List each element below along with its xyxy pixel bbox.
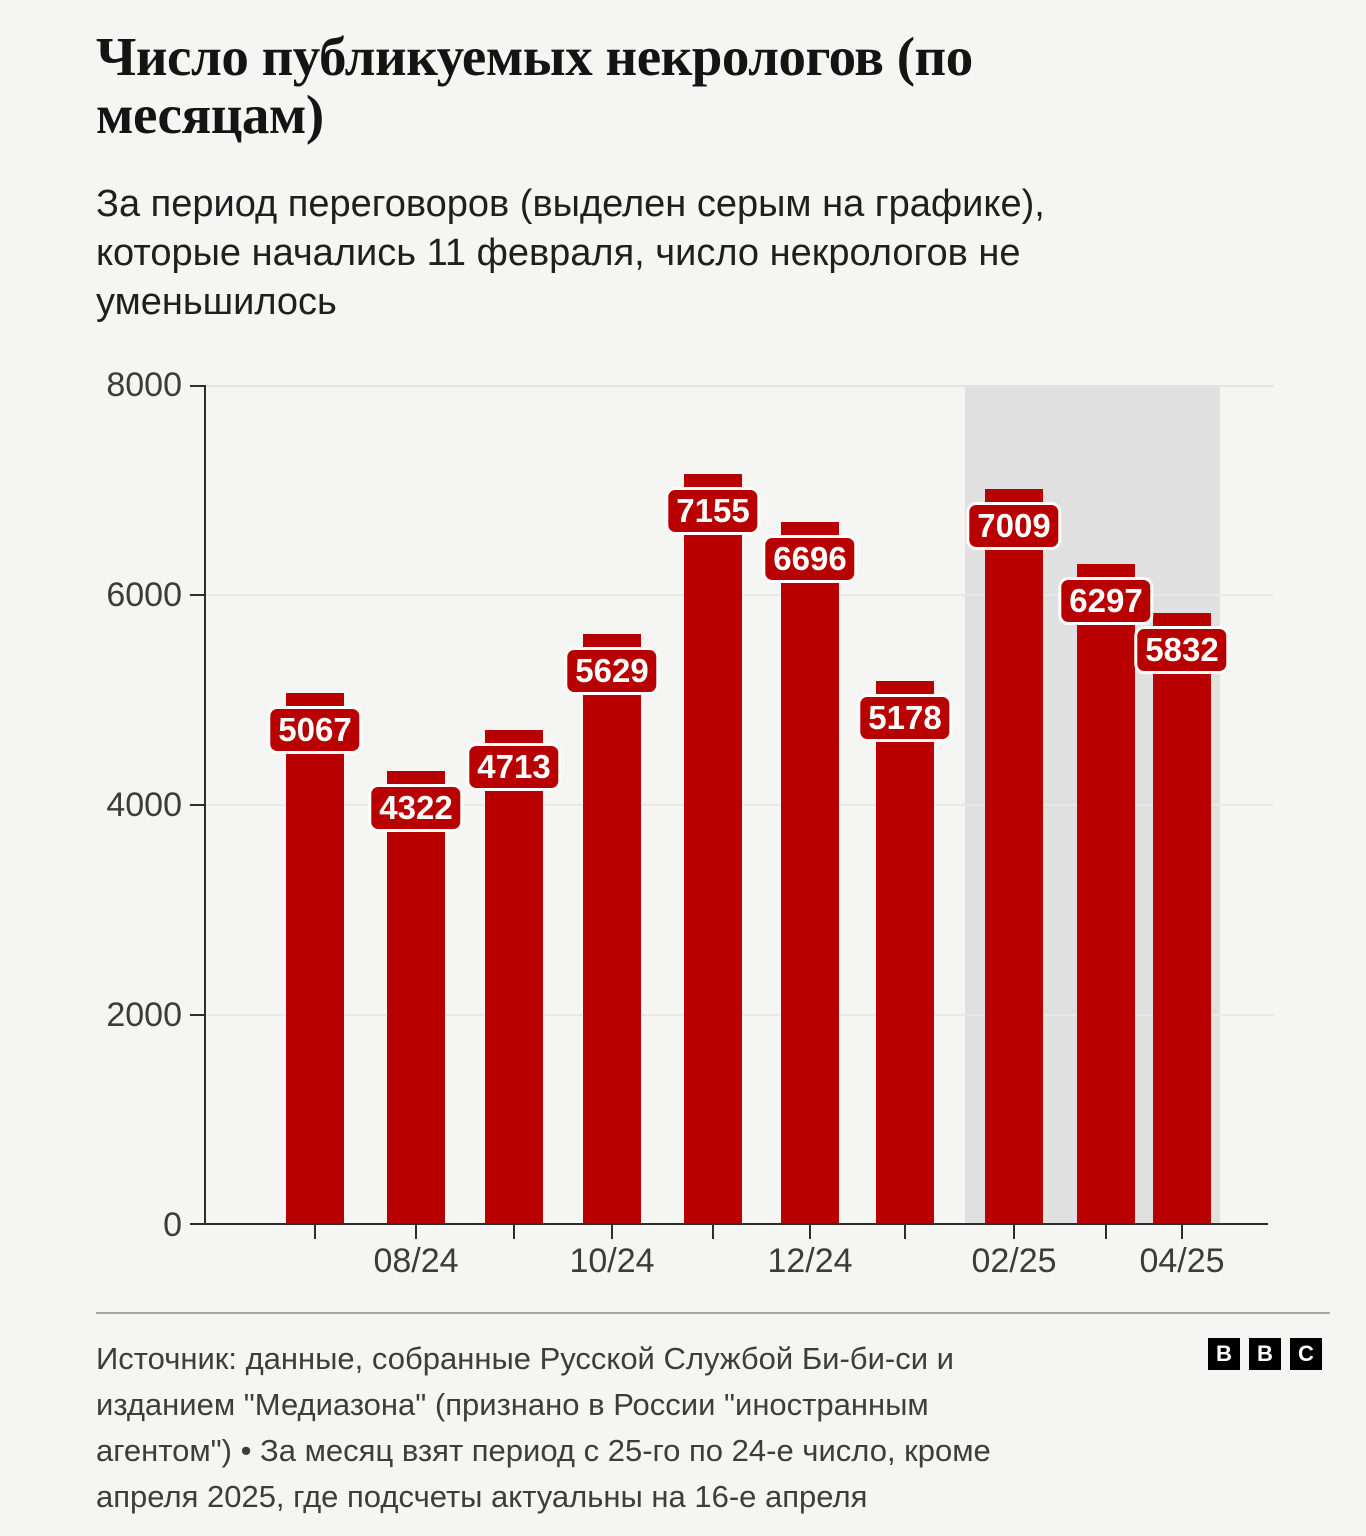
y-axis-line [204,385,206,1225]
source-line-1: Источник: данные, собранные Русской Служ… [96,1341,954,1376]
bar-10/24 [583,633,641,1223]
y-axis-label: 4000 [106,786,182,824]
x-axis-tick [314,1225,316,1239]
bar-value-label: 6696 [762,534,858,583]
bbc-logo-letter: C [1290,1338,1322,1370]
chart-title: Число публикуемых некрологов (по месяцам… [96,28,1286,144]
y-axis-tick [190,1014,204,1016]
bar-09/24 [485,730,543,1223]
x-axis-tick [1181,1225,1183,1239]
x-axis-label-02-25: 02/25 [971,1242,1057,1280]
x-axis-tick [712,1225,714,1239]
bbc-logo-letter: B [1208,1338,1240,1370]
source-line-3: агентом") • За месяц взят период с 25-го… [96,1433,991,1468]
x-axis-label-10-24: 10/24 [569,1242,655,1280]
x-axis-line [204,1223,1268,1225]
bbc-logo-letter: B [1249,1338,1281,1370]
x-axis-tick [415,1225,417,1239]
footer-divider [96,1312,1330,1314]
bar-value-label: 5178 [857,694,953,743]
bar-07/24 [286,692,344,1223]
plot-area: 0 2000 4000 6000 8000 5067 4322 08/24 4713 5629 10… [106,366,1278,1280]
chart-subtitle-line-2: которые начались 11 февраля, число некро… [96,232,1021,274]
chart-title-line-2: месяцам) [96,84,324,145]
source-line-2: изданием "Медиазона" (признано в России … [96,1387,929,1422]
bar-11/24 [684,473,742,1223]
bar-value-label: 5629 [564,646,660,695]
bar-12/24 [781,521,839,1223]
bar-value-label: 5067 [267,705,363,754]
x-axis-tick [809,1225,811,1239]
y-axis-label: 2000 [106,996,182,1034]
y-axis-label: 6000 [106,576,182,614]
x-axis-label-08-24: 08/24 [373,1242,459,1280]
y-axis-label: 8000 [106,366,182,404]
y-axis-tick [190,1223,204,1225]
bar-02/25 [985,489,1043,1223]
bar-value-label: 5832 [1134,625,1230,674]
bar-value-label: 6297 [1058,576,1154,625]
x-axis-tick [904,1225,906,1239]
source-line-4: апреля 2025, где подсчеты актуальны на 1… [96,1479,868,1514]
y-axis-tick [190,804,204,806]
chart-title-line-1: Число публикуемых некрологов (по [96,26,973,87]
chart-subtitle-line-1: За период переговоров (выделен серым на … [96,183,1045,225]
bar-value-label: 7155 [665,486,761,535]
x-axis-tick [611,1225,613,1239]
bar-04/25 [1153,612,1211,1223]
y-axis-tick [190,385,204,387]
bbc-logo: B B C [1208,1338,1322,1370]
bar-value-label: 4713 [466,743,562,792]
source-note: Источник: данные, собранные Русской Служ… [96,1336,1176,1520]
bar-value-label: 4322 [368,784,464,833]
x-axis-label-12-24: 12/24 [767,1242,853,1280]
bar-03/25 [1077,563,1135,1223]
x-axis-tick [1013,1225,1015,1239]
gridline-8000 [206,385,1274,387]
chart-subtitle: За период переговоров (выделен серым на … [96,180,1306,327]
x-axis-tick [1105,1225,1107,1239]
bar-value-label: 7009 [966,502,1062,551]
x-axis-label-04-25: 04/25 [1139,1242,1225,1280]
bar-01/25 [876,681,934,1223]
bar-08/24 [387,771,445,1223]
y-axis-tick [190,594,204,596]
x-axis-tick [513,1225,515,1239]
chart-subtitle-line-3: уменьшилось [96,281,337,323]
y-axis-label: 0 [163,1206,182,1244]
